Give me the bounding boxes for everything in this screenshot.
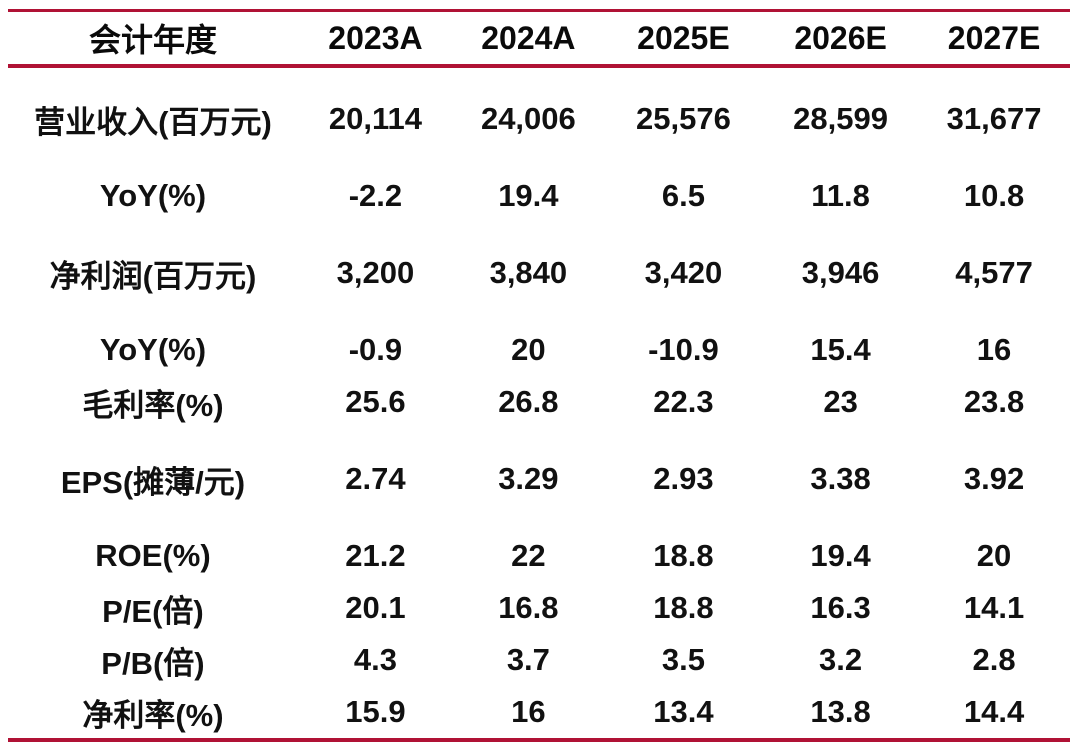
table-cell: 14.1 — [963, 590, 1025, 625]
table-cell: 26.8 — [498, 384, 559, 419]
row-label: YoY(%) — [99, 332, 207, 367]
header-col-2025e: 2025E — [637, 19, 730, 56]
table-cell: 16.3 — [810, 590, 871, 625]
table-cell: 15.9 — [345, 694, 406, 729]
table-cell: 3.38 — [810, 461, 871, 496]
table-cell: 4.3 — [353, 642, 397, 677]
header-col-2026e: 2026E — [794, 19, 887, 56]
table-cell: 16 — [976, 332, 1012, 367]
table-cell: 3,200 — [336, 255, 415, 290]
table-cell: 3,420 — [644, 255, 723, 290]
table-cell: 3.2 — [819, 642, 863, 677]
row-label: 净利率(%) — [82, 697, 224, 733]
table-cell: 20,114 — [328, 101, 422, 136]
table-cell: 18.8 — [653, 538, 714, 573]
financial-summary-table: 会计年度 2023A 2024A 2025E 2026E 2027E 营业收入(… — [8, 9, 1070, 742]
table-cell: 2.8 — [972, 642, 1016, 677]
table-cell: 10.8 — [963, 178, 1025, 213]
table-cell: 20 — [511, 332, 546, 367]
table-cell: 21.2 — [345, 538, 406, 573]
row-label: 净利润(百万元) — [49, 258, 257, 294]
table-cell: 13.4 — [653, 694, 714, 729]
table-cell: 25,576 — [636, 101, 731, 136]
table-cell: 3,946 — [801, 255, 880, 290]
header-rule — [8, 64, 1070, 68]
table-row-revenue-yoy: YoY(%) -2.2 19.4 6.5 11.8 10.8 — [8, 170, 1070, 222]
table-cell: -0.9 — [348, 332, 403, 367]
header-fiscal-year: 会计年度 — [88, 22, 217, 58]
table-cell: 6.5 — [661, 178, 705, 213]
row-label: 营业收入(百万元) — [34, 104, 272, 140]
table-cell: 3.5 — [661, 642, 705, 677]
table-cell: 20.1 — [345, 590, 406, 625]
table-cell: 3.7 — [506, 642, 550, 677]
table-header-row: 会计年度 2023A 2024A 2025E 2026E 2027E — [8, 12, 1070, 64]
header-col-2023a: 2023A — [328, 19, 423, 56]
table-cell: 11.8 — [811, 178, 870, 213]
table-cell: 20 — [976, 538, 1012, 573]
row-label: 毛利率(%) — [82, 387, 224, 423]
row-label: EPS(摊薄/元) — [60, 464, 246, 500]
table-row-net-profit-yoy: YoY(%) -0.9 20 -10.9 15.4 16 — [8, 324, 1070, 376]
table-cell: -2.2 — [348, 178, 403, 213]
table-cell: 18.8 — [653, 590, 714, 625]
table-cell: 3,840 — [489, 255, 568, 290]
table-cell: 19.4 — [810, 538, 871, 573]
table-cell: 23.8 — [963, 384, 1025, 419]
table-cell: 3.29 — [498, 461, 559, 496]
table-cell: 2.74 — [345, 461, 406, 496]
table-cell: 14.4 — [963, 694, 1025, 729]
table-cell: 22.3 — [653, 384, 714, 419]
table-cell: 16 — [511, 694, 546, 729]
header-col-2024a: 2024A — [481, 19, 576, 56]
table-cell: 28,599 — [793, 101, 888, 136]
row-label: P/E(倍) — [102, 593, 204, 629]
table-row-net-profit: 净利润(百万元) 3,200 3,840 3,420 3,946 4,577 — [8, 247, 1070, 299]
header-col-2027e: 2027E — [947, 19, 1041, 56]
table-row-eps: EPS(摊薄/元) 2.74 3.29 2.93 3.38 3.92 — [8, 453, 1070, 505]
table-cell: 3.92 — [963, 461, 1025, 496]
bottom-rule — [8, 738, 1070, 742]
row-label: ROE(%) — [95, 538, 211, 573]
table-row-roe: ROE(%) 21.2 22 18.8 19.4 20 — [8, 530, 1070, 582]
table-cell: -10.9 — [648, 332, 719, 367]
table-cell: 24,006 — [480, 101, 576, 136]
table-cell: 22 — [511, 538, 546, 573]
table-cell: 31,677 — [946, 101, 1042, 136]
table-row-revenue: 营业收入(百万元) 20,114 24,006 25,576 28,599 31… — [8, 93, 1070, 145]
table-cell: 13.8 — [810, 694, 871, 729]
table-cell: 15.4 — [810, 332, 871, 367]
table-cell: 19.4 — [498, 178, 559, 213]
table-cell: 25.6 — [345, 384, 406, 419]
table-cell: 16.8 — [498, 590, 559, 625]
top-rule — [8, 9, 1070, 12]
row-label: YoY(%) — [99, 178, 207, 213]
table-cell: 4,577 — [955, 255, 1033, 290]
table-cell: 23 — [823, 384, 858, 419]
row-label: P/B(倍) — [101, 645, 205, 681]
table-row-gross-margin: 毛利率(%) 25.6 26.8 22.3 23 23.8 — [8, 376, 1070, 428]
table-row-pb: P/B(倍) 4.3 3.7 3.5 3.2 2.8 — [8, 634, 1070, 686]
table-row-pe: P/E(倍) 20.1 16.8 18.8 16.3 14.1 — [8, 582, 1070, 634]
table-cell: 2.93 — [653, 461, 714, 496]
table-row-net-margin: 净利率(%) 15.9 16 13.4 13.8 14.4 — [8, 686, 1070, 738]
